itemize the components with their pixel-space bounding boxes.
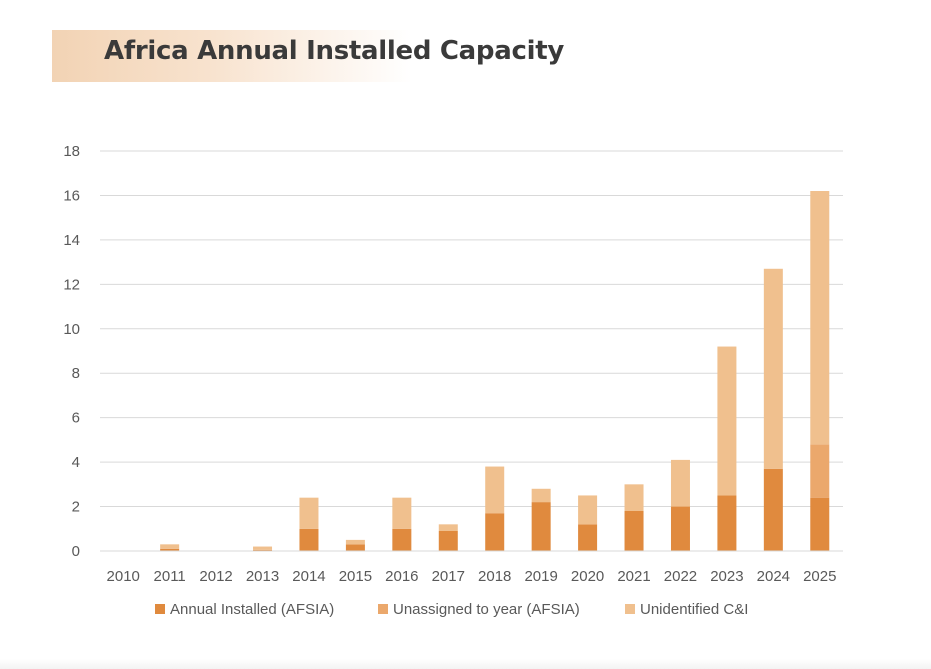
y-axis-ticks: 0 2 4 6 8 10 12 14 16 18 — [63, 143, 80, 560]
x-tick-label: 2018 — [478, 568, 511, 585]
x-tick-label: 2024 — [757, 568, 790, 585]
bar-2013-series-0 — [253, 549, 273, 551]
x-tick-label: 2016 — [385, 568, 418, 585]
y-tick-label: 0 — [72, 543, 80, 560]
y-tick-label: 6 — [72, 410, 80, 427]
bar-2013-series-2 — [253, 546, 273, 550]
bar-2015-series-2 — [345, 539, 365, 545]
bar-2019-series-2 — [531, 488, 551, 503]
y-tick-label: 16 — [63, 187, 80, 204]
x-tick-label: 2014 — [292, 568, 325, 585]
bar-2024-series-2 — [763, 268, 783, 469]
x-tick-label: 2020 — [571, 568, 604, 585]
bar-2014-series-2 — [299, 497, 319, 529]
bar-2020-series-2 — [578, 495, 598, 525]
x-tick-label: 2022 — [664, 568, 697, 585]
y-tick-label: 4 — [72, 454, 80, 471]
bar-2017-series-2 — [438, 524, 458, 531]
y-tick-label: 12 — [63, 276, 80, 293]
y-tick-label: 8 — [72, 365, 80, 382]
y-tick-label: 10 — [63, 321, 80, 338]
legend-label: Unassigned to year (AFSIA) — [393, 601, 580, 618]
y-tick-label: 18 — [63, 143, 80, 160]
bar-2011-series-2 — [160, 544, 180, 549]
bar-2025-series-1 — [810, 444, 830, 498]
x-tick-label: 2013 — [246, 568, 279, 585]
bar-2017-series-0 — [438, 531, 458, 551]
x-tick-label: 2017 — [432, 568, 465, 585]
x-tick-label: 2010 — [107, 568, 140, 585]
bar-2022-series-0 — [670, 506, 690, 551]
legend-swatch — [625, 604, 635, 614]
x-tick-label: 2012 — [199, 568, 232, 585]
x-tick-label: 2025 — [803, 568, 836, 585]
bar-2019-series-0 — [531, 502, 551, 551]
bar-2024-series-0 — [763, 468, 783, 551]
title-highlight-band — [52, 30, 412, 82]
x-tick-label: 2019 — [524, 568, 557, 585]
y-tick-label: 14 — [63, 232, 80, 249]
bar-2021-series-0 — [624, 511, 644, 551]
legend-label: Annual Installed (AFSIA) — [170, 601, 334, 618]
bar-2011-series-0 — [160, 548, 180, 551]
legend: Annual Installed (AFSIA) Unassigned to ye… — [155, 601, 748, 618]
bar-2016-series-2 — [392, 497, 412, 529]
x-tick-label: 2015 — [339, 568, 372, 585]
bar-2025-series-0 — [810, 497, 830, 551]
bar-2014-series-0 — [299, 528, 319, 551]
y-tick-label: 2 — [72, 499, 80, 516]
bar-2018-series-0 — [485, 513, 505, 551]
page-title: Africa Annual Installed Capacity — [104, 36, 564, 66]
x-tick-label: 2011 — [154, 568, 186, 585]
legend-swatch — [155, 604, 165, 614]
bar-2023-series-0 — [717, 495, 737, 551]
bar-2016-series-0 — [392, 528, 412, 551]
bar-2018-series-2 — [485, 466, 505, 514]
legend-swatch — [378, 604, 388, 614]
bar-2025-series-2 — [810, 191, 830, 445]
legend-label: Unidentified C&I — [640, 601, 748, 618]
bar-2022-series-2 — [670, 459, 690, 507]
bars — [160, 191, 830, 551]
x-tick-label: 2021 — [617, 568, 650, 585]
bar-2021-series-2 — [624, 484, 644, 511]
bar-2020-series-0 — [578, 524, 598, 551]
x-tick-label: 2023 — [710, 568, 743, 585]
bar-2015-series-0 — [345, 544, 365, 551]
bar-2023-series-2 — [717, 346, 737, 496]
x-axis-ticks: 2010 2011 2012 2013 2014 2015 2016 2017 2018 2019… — [107, 568, 837, 585]
bottom-edge-fade — [0, 659, 931, 669]
